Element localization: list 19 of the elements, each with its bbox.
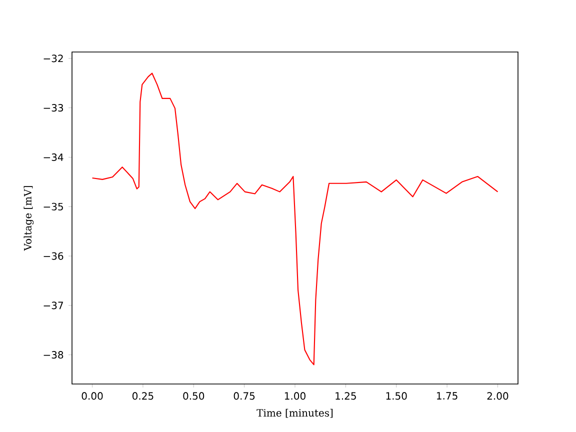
- y-tick-label: −37: [44, 302, 63, 310]
- x-tick-label: 0.00: [82, 392, 103, 400]
- x-tick-label: 1.50: [386, 392, 407, 400]
- x-tick-label: 0.75: [234, 392, 255, 400]
- x-tick-label: 2.00: [487, 392, 508, 400]
- y-tick-label: −33: [44, 104, 64, 112]
- x-axis-title: Time [minutes]: [256, 408, 333, 418]
- y-tick-label: −36: [44, 252, 64, 260]
- x-tick-label: 1.00: [284, 392, 306, 400]
- x-tick-label: 1.25: [336, 392, 356, 400]
- y-tick-label: −32: [44, 54, 63, 62]
- x-tick-label: 0.50: [183, 392, 204, 400]
- x-tick-label: 1.75: [437, 392, 458, 400]
- y-tick-label: −34: [44, 153, 64, 162]
- y-tick-label: −38: [44, 351, 64, 359]
- y-tick-label: −35: [44, 202, 63, 210]
- y-axis-title: Voltage [mV]: [24, 186, 34, 251]
- line-series: [92, 72, 498, 366]
- x-tick-label: 0.25: [132, 392, 154, 400]
